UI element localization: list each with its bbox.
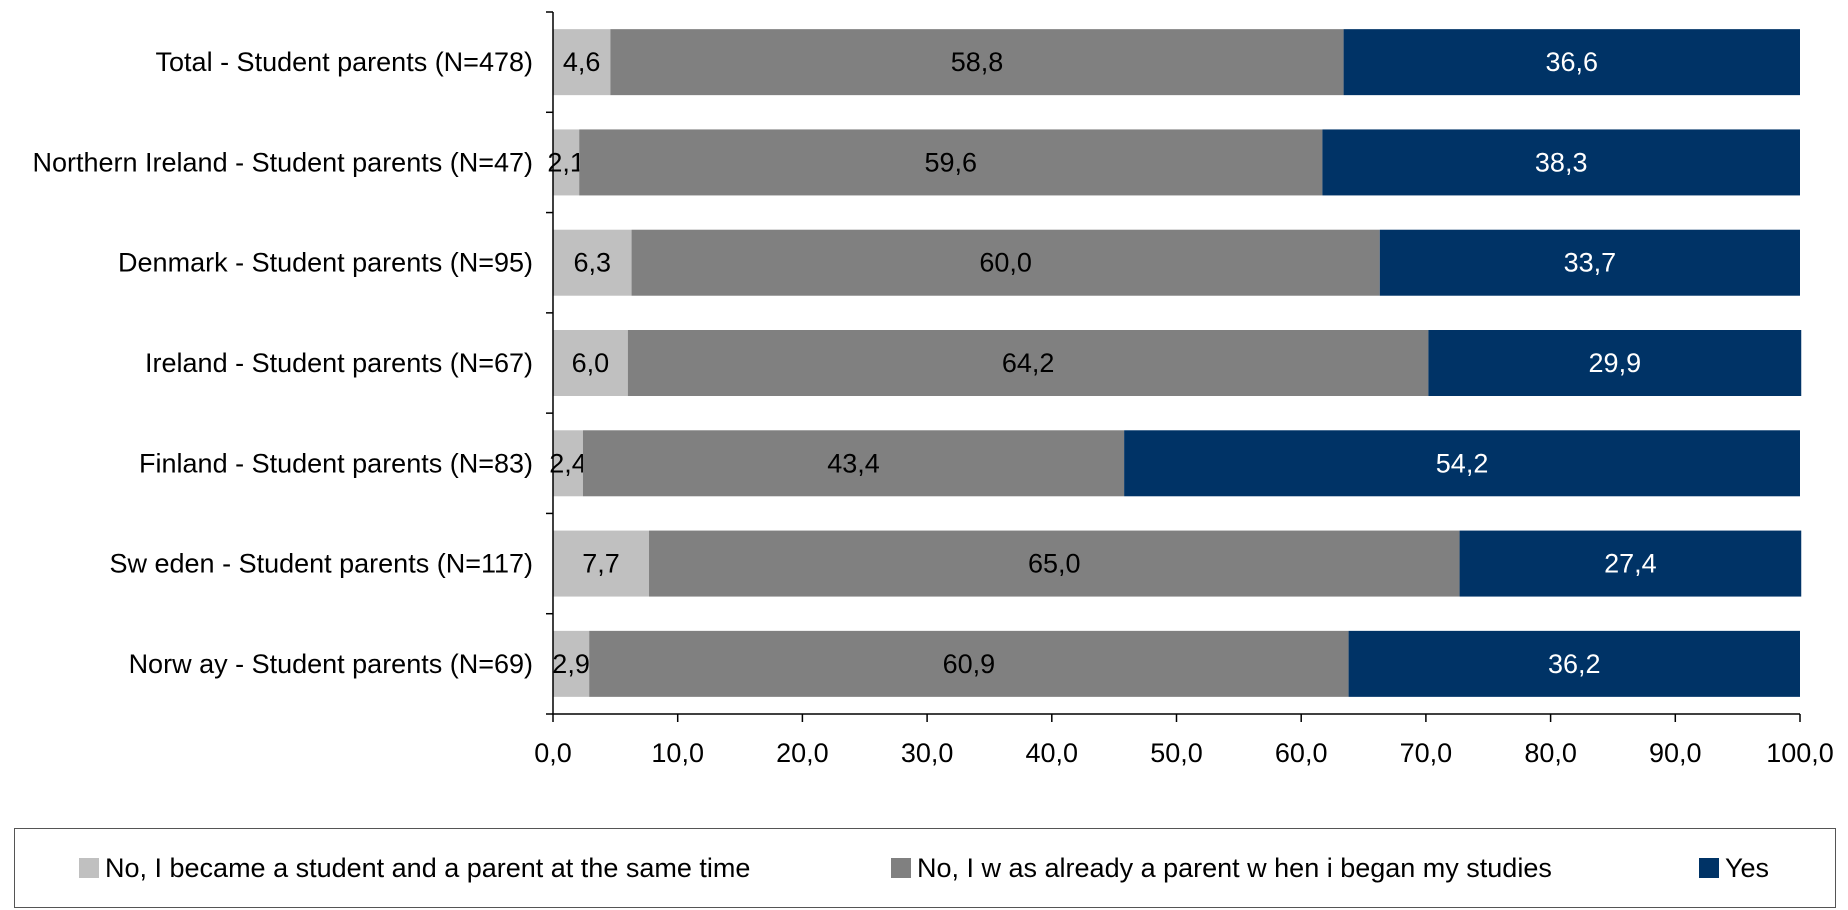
- data-label: 2,4: [549, 448, 587, 478]
- category-label: Denmark - Student parents (N=95): [118, 248, 533, 278]
- data-label: 60,0: [979, 248, 1032, 278]
- data-label: 6,3: [574, 248, 612, 278]
- x-tick-label: 20,0: [776, 738, 829, 768]
- x-tick-label: 40,0: [1026, 738, 1079, 768]
- bar-segment: [1124, 430, 1800, 497]
- category-label: Ireland - Student parents (N=67): [145, 348, 533, 378]
- data-label: 36,2: [1548, 649, 1601, 679]
- category-label: Total - Student parents (N=478): [156, 47, 533, 77]
- category-label: Sw eden - Student parents (N=117): [110, 549, 534, 579]
- bars-group: 4,6 58,8 36,62,1 59,6 38,36,3 60,0 33,76,0 64,2…: [547, 29, 1802, 697]
- x-tick-label: 50,0: [1150, 738, 1203, 768]
- data-label: 58,8: [951, 47, 1004, 77]
- bar-segment: [589, 630, 1349, 697]
- data-label: 54,2: [1436, 448, 1489, 478]
- legend: No, I became a student and a parent at t…: [14, 828, 1836, 908]
- legend-label: Yes: [1725, 852, 1770, 883]
- x-tick-label: 10,0: [651, 738, 704, 768]
- bar-segment: [553, 530, 650, 597]
- bar-segment: [553, 630, 590, 697]
- bar-segment: [553, 330, 628, 396]
- data-label: 64,2: [1002, 348, 1055, 378]
- data-label: 38,3: [1535, 147, 1588, 177]
- bar-segment: [631, 229, 1380, 296]
- bar-segment: [582, 430, 1125, 497]
- data-label: 7,7: [582, 549, 620, 579]
- x-tick-label: 70,0: [1400, 738, 1453, 768]
- data-label: 60,9: [943, 649, 996, 679]
- bar-segment: [1428, 330, 1802, 396]
- bar-segment: [1379, 229, 1800, 296]
- data-label: 6,0: [572, 348, 610, 378]
- data-label: 36,6: [1546, 47, 1599, 77]
- bar-segment: [610, 29, 1344, 96]
- x-tick-label: 80,0: [1524, 738, 1577, 768]
- legend-item: No, I w as already a parent w hen i bega…: [891, 829, 1552, 907]
- data-label: 33,7: [1564, 248, 1617, 278]
- x-tick-label: 100,0: [1766, 738, 1834, 768]
- x-tick-label: 0,0: [534, 738, 572, 768]
- data-label: 4,6: [563, 47, 601, 77]
- bar-segment: [1459, 530, 1802, 597]
- bar-segment: [1348, 630, 1800, 697]
- legend-item: No, I became a student and a parent at t…: [79, 829, 750, 907]
- bar-segment: [553, 129, 580, 196]
- data-label: 27,4: [1604, 549, 1657, 579]
- bar-segment: [553, 430, 583, 497]
- x-tick-label: 30,0: [901, 738, 954, 768]
- bar-segment: [1343, 29, 1800, 96]
- data-label: 43,4: [827, 448, 880, 478]
- bar-segment: [1322, 129, 1800, 196]
- category-label: Finland - Student parents (N=83): [139, 448, 533, 478]
- bar-segment: [579, 129, 1323, 196]
- category-label: Norw ay - Student parents (N=69): [129, 649, 533, 679]
- data-label: 2,9: [552, 649, 590, 679]
- legend-item: Yes: [1699, 829, 1769, 907]
- data-label: 65,0: [1028, 549, 1081, 579]
- legend-swatch: [1699, 858, 1719, 878]
- legend-swatch: [891, 858, 911, 878]
- bar-segment: [649, 530, 1460, 597]
- legend-label: No, I became a student and a parent at t…: [105, 852, 751, 883]
- bar-segment: [553, 229, 632, 296]
- data-label: 59,6: [925, 147, 978, 177]
- legend-label: No, I w as already a parent w hen i bega…: [917, 852, 1552, 883]
- bar-segment: [553, 29, 611, 96]
- legend-swatch: [79, 858, 99, 878]
- bar-segment: [627, 330, 1429, 396]
- x-tick-label: 90,0: [1649, 738, 1702, 768]
- axes-group: Total - Student parents (N=478) Northern …: [32, 11, 1834, 768]
- x-tick-label: 60,0: [1275, 738, 1328, 768]
- data-label: 29,9: [1589, 348, 1642, 378]
- category-label: Northern Ireland - Student parents (N=47…: [32, 147, 533, 177]
